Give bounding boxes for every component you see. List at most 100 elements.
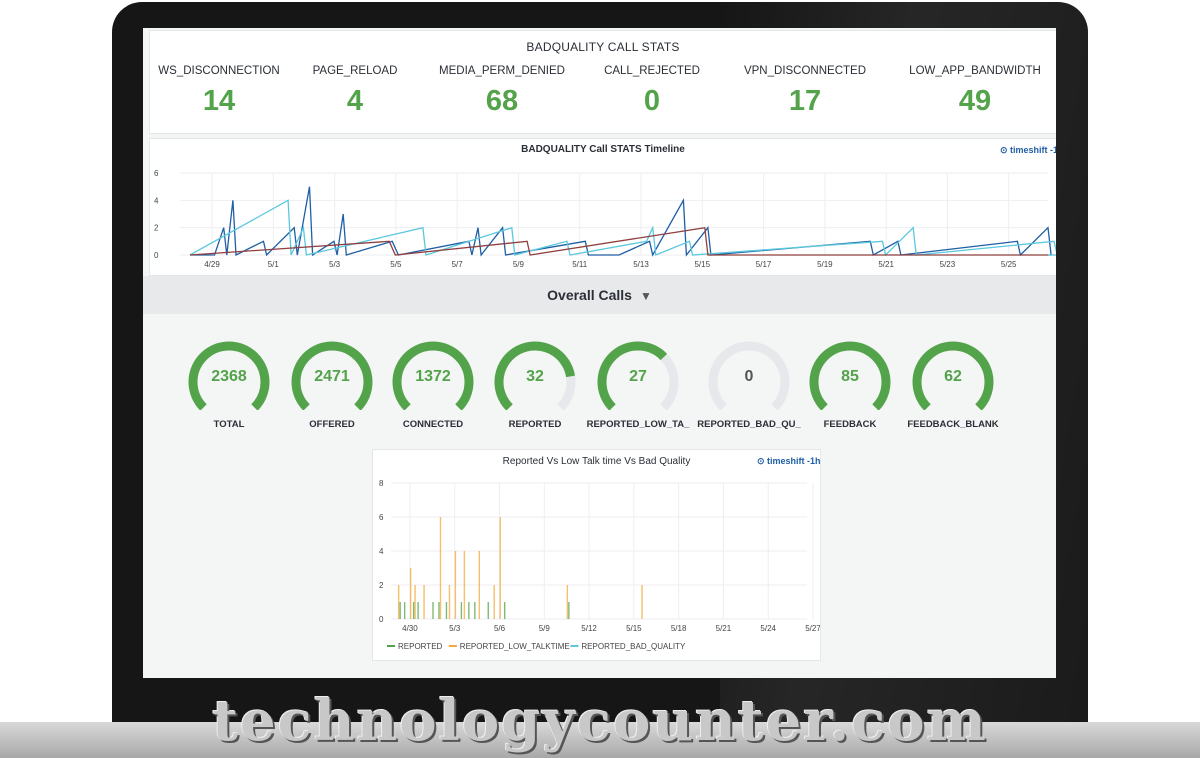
gauge-arc (809, 341, 891, 410)
x-tick-label: 4/30 (402, 624, 418, 633)
series-line (190, 186, 1052, 257)
gauge-fill (392, 341, 474, 410)
gauge-fill (912, 341, 994, 410)
bar (445, 602, 448, 619)
gauge-total[interactable]: 2368 TOTAL (179, 340, 279, 430)
x-tick-label: 5/27 (805, 624, 820, 633)
gauge-feedback[interactable]: 85 FEEDBACK (800, 340, 900, 430)
y-tick-label: 6 (379, 513, 384, 522)
reported-chart-panel: Reported Vs Low Talk time Vs Bad Quality… (372, 449, 821, 661)
bar (438, 602, 440, 619)
stat-label: CALL_REJECTED (604, 65, 700, 77)
gauge-reported[interactable]: 32 REPORTED (485, 340, 585, 430)
x-tick-label: 5/13 (633, 260, 649, 269)
watermark-text: technologycounter.com (212, 688, 988, 754)
clock-icon: ⊙ (757, 456, 768, 466)
gauge-label: FEEDBACK_BLANK (907, 419, 999, 430)
x-tick-label: 5/24 (760, 624, 776, 633)
gauge-label: REPORTED_LOW_TA_ (586, 419, 690, 430)
x-tick-label: 5/21 (878, 260, 894, 269)
timeline-timeshift[interactable]: ⊙ timeshift -1h (1000, 145, 1056, 156)
stat-value: 4 (346, 85, 364, 117)
bar (403, 602, 406, 619)
stat-low-app-bandwidth[interactable]: LOW_APP_BANDWIDTH 49 (900, 65, 1050, 118)
overall-calls-title: Overall Calls ▼ (143, 287, 1056, 303)
y-tick-label: 4 (379, 547, 384, 556)
y-tick-label: 0 (379, 615, 384, 624)
gauge-arc (494, 341, 576, 410)
stat-value: 0 (643, 85, 661, 117)
stat-label: WS_DISCONNECTION (158, 65, 280, 77)
gauge-connected[interactable]: 1372 CONNECTED (383, 340, 483, 430)
bar (448, 585, 451, 619)
bar (412, 602, 415, 619)
timeshift-label: timeshift -1h (1010, 145, 1056, 155)
bar (499, 517, 501, 619)
x-tick-label: 5/19 (817, 260, 833, 269)
gauge-label: TOTAL (213, 419, 245, 430)
x-tick-label: 5/9 (539, 624, 551, 633)
gauge-reported-low-talktime[interactable]: 27 REPORTED_LOW_TA_ (587, 340, 689, 430)
bar (474, 602, 476, 619)
stat-value: 14 (202, 85, 236, 117)
badquality-stats-panel: BADQUALITY CALL STATS WS_DISCONNECTION 1… (149, 30, 1056, 134)
stat-value: 68 (485, 85, 519, 117)
x-tick-label: 5/5 (390, 260, 402, 269)
stat-page-reload[interactable]: PAGE_RELOAD 4 (280, 65, 430, 118)
gauge-label: FEEDBACK (823, 419, 877, 430)
reported-timeshift[interactable]: ⊙ timeshift -1h (757, 456, 821, 467)
stat-label: PAGE_RELOAD (312, 65, 398, 77)
gauge-value: 0 (744, 368, 754, 385)
x-tick-label: 4/29 (204, 260, 220, 269)
bar (454, 551, 457, 619)
dashboard-screen: BADQUALITY CALL STATS WS_DISCONNECTION 1… (143, 28, 1056, 678)
x-tick-label: 5/17 (756, 260, 772, 269)
timeline-chart-panel: BADQUALITY Call STATS Timeline ⊙ timeshi… (149, 138, 1056, 276)
stat-media-perm-denied[interactable]: MEDIA_PERM_DENIED 68 (427, 65, 577, 118)
stat-vpn-disconnected[interactable]: VPN_DISCONNECTED 17 (730, 65, 880, 118)
gauge-arc (392, 341, 474, 410)
legend-label: REPORTED (398, 642, 443, 651)
laptop-base (0, 722, 1200, 758)
gauge-arc (708, 341, 790, 410)
timeline-chart-title: BADQUALITY Call STATS Timeline (521, 144, 685, 155)
gauge-feedback-blank[interactable]: 62 FEEDBACK_BLANK (903, 340, 1003, 430)
x-tick-label: 5/15 (694, 260, 710, 269)
gauge-arc (188, 341, 270, 410)
gauge-value: 85 (841, 368, 859, 385)
y-tick-label: 2 (379, 581, 384, 590)
gauge-arc (912, 341, 994, 410)
gauge-arc (597, 341, 679, 410)
gauge-fill (291, 341, 373, 410)
y-tick-label: 6 (154, 169, 159, 178)
stat-call-rejected[interactable]: CALL_REJECTED 0 (577, 65, 727, 118)
bar (566, 585, 569, 619)
gauge-offered[interactable]: 2471 OFFERED (282, 340, 382, 430)
gauge-fill (188, 341, 270, 410)
bar (460, 602, 463, 619)
overall-calls-header[interactable]: Overall Calls ▼ (143, 276, 1056, 314)
bar (432, 602, 434, 619)
stat-ws-disconnection[interactable]: WS_DISCONNECTION 14 (144, 65, 294, 118)
bar (641, 585, 643, 619)
gauge-label: REPORTED (508, 419, 562, 430)
bar (439, 517, 442, 619)
reported-chart-title: Reported Vs Low Talk time Vs Bad Quality (502, 456, 691, 467)
gauge-reported-bad-quality[interactable]: 0 REPORTED_BAD_QU_ (697, 340, 801, 430)
x-tick-label: 5/7 (452, 260, 464, 269)
caret-down-icon: ▼ (639, 289, 652, 303)
bar (399, 602, 401, 619)
timeshift-label: timeshift -1h (767, 456, 821, 466)
stat-value: 17 (788, 85, 822, 117)
bar (414, 585, 416, 619)
gauge-value: 32 (526, 368, 544, 385)
gauge-value: 62 (944, 368, 962, 385)
x-tick-label: 5/23 (940, 260, 956, 269)
series-line (189, 226, 1048, 256)
reported-chart: 0 2 4 6 8 4/30 5/3 5/6 5/9 5/12 5/15 5/18 5/21 5/24 5/… (379, 479, 820, 651)
bar (493, 585, 495, 619)
y-tick-label: 8 (379, 479, 384, 488)
gauge-value: 1372 (415, 368, 451, 385)
gauge-track (708, 341, 790, 410)
bar (417, 602, 419, 619)
